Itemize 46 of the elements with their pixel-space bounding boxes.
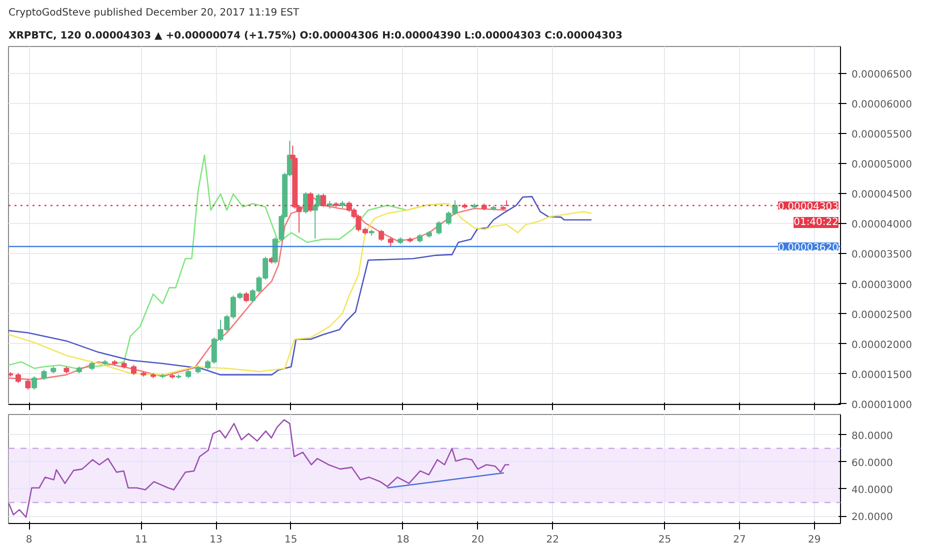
y-tick-label: 0.00003000	[852, 280, 912, 291]
x-tick-label: 13	[210, 534, 222, 546]
x-tick-label: 29	[808, 534, 821, 546]
candlestick	[308, 192, 314, 212]
line-series	[8, 154, 446, 369]
candlestick	[320, 193, 326, 208]
annotation: 01:40:22	[794, 217, 839, 228]
x-tick-label: 20	[471, 534, 484, 546]
candlestick	[25, 378, 31, 390]
y-tick-label: 0.00003500	[852, 250, 912, 261]
line-series	[8, 194, 508, 380]
y-tick-label: 0.00001500	[852, 370, 912, 381]
y-tick-label: 0.00004000	[852, 220, 912, 231]
candlestick	[32, 376, 38, 390]
candlestick	[15, 372, 21, 384]
chart-subtitle: XRPBTC, 120 0.00004303 ▲ +0.00000074 (+1.75%) O:0.00004306 H:0.00004390 L:0.00004303 C:0.00004303	[8, 30, 622, 42]
ref-line-label: 0.00003620	[778, 242, 839, 254]
x-tick-label: 22	[546, 534, 559, 546]
y-tick-label: 0.00005000	[852, 160, 912, 171]
y-tick-label: 0.00001000	[852, 400, 912, 411]
candlestick	[41, 369, 47, 380]
y-tick-label: 80.0000	[852, 430, 893, 442]
candlestick	[303, 192, 309, 214]
ref-line-label: 0.00004303	[778, 202, 839, 212]
x-tick-label: 18	[396, 534, 410, 546]
candlestick	[388, 236, 394, 248]
y-tick-label: 60.0000	[852, 458, 893, 469]
candlestick	[244, 292, 250, 303]
y-tick-label: 0.00002500	[852, 310, 912, 321]
y-tick-label: 0.00004500	[852, 190, 912, 201]
y-tick-label: 0.00002000	[852, 340, 912, 351]
x-tick-label: 11	[134, 534, 148, 546]
x-tick-label: 15	[284, 534, 298, 546]
y-tick-label: 20.0000	[852, 512, 893, 524]
y-tick-label: 0.00006000	[852, 100, 912, 111]
y-tick-label: 0.00005500	[852, 130, 912, 141]
candlestick	[378, 229, 384, 242]
candlestick	[436, 220, 442, 236]
x-tick-label: 25	[658, 534, 672, 546]
chart-title: CryptoGodSteve published December 20, 2017 11:19 EST	[8, 8, 300, 18]
y-tick-label: 40.0000	[852, 484, 893, 496]
line-series	[8, 419, 510, 518]
x-tick-label: 8	[26, 534, 32, 546]
candlestick	[131, 364, 137, 376]
x-tick-label: 27	[733, 534, 746, 546]
y-tick-label: 0.00006500	[852, 70, 912, 81]
